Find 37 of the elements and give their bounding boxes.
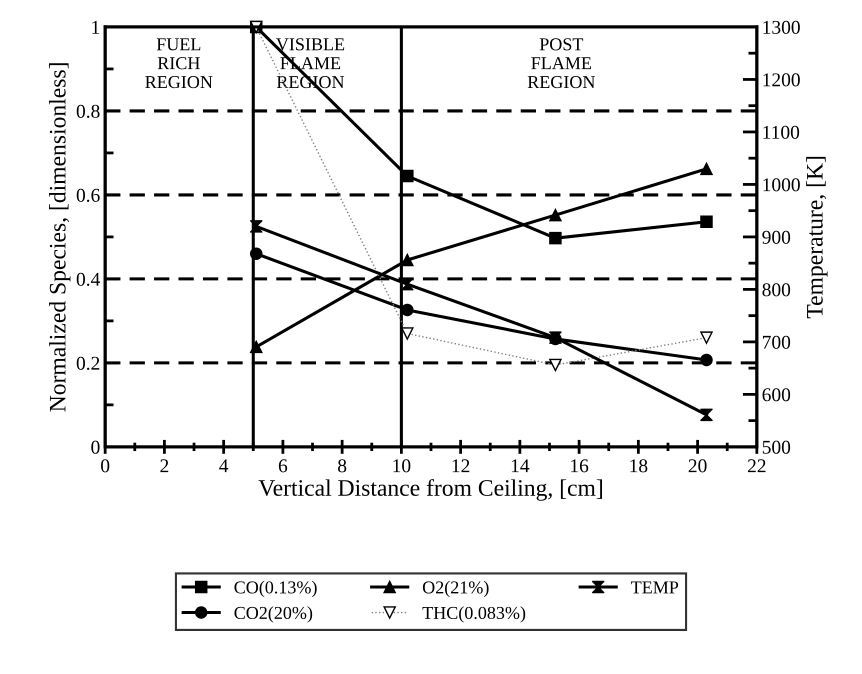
legend-label: THC(0.083%) <box>422 606 526 623</box>
y-tick-label: 0 <box>91 440 100 454</box>
x-tick-label: 20 <box>688 459 707 472</box>
y2-axis-title: Temperature, [K] <box>806 156 828 318</box>
x-axis-title: Vertical Distance from Ceiling, [cm] <box>258 479 602 501</box>
x-tick-label: 2 <box>160 459 168 472</box>
y-tick-label: 0.4 <box>76 272 100 286</box>
y2-tick-label: 600 <box>762 388 790 402</box>
y-tick-label: 0.6 <box>76 188 100 202</box>
legend-label: TEMP <box>631 582 678 594</box>
y2-tick-label: 700 <box>762 336 790 349</box>
annotation: FUEL RICH REGION <box>145 38 212 88</box>
legend-label: CO(0.13%) <box>234 580 317 598</box>
x-tick-label: 8 <box>338 459 346 472</box>
y-tick-label: 0.8 <box>76 104 100 118</box>
y2-tick-label: 900 <box>762 230 790 244</box>
legend-label: CO2(20%) <box>234 606 312 623</box>
annotation: POST FLAME REGION <box>528 38 596 88</box>
legend-label: O2(21%) <box>422 580 489 598</box>
x-tick-label: 18 <box>630 459 648 472</box>
x-tick-label: 14 <box>512 459 530 472</box>
y-axis-title: Normalized Species, [dimensionless] <box>49 63 70 412</box>
x-tick-label: 22 <box>748 459 766 472</box>
y2-tick-label: 1200 <box>763 73 800 86</box>
x-tick-label: 12 <box>452 459 470 472</box>
y2-tick-label: 800 <box>762 283 790 296</box>
y2-tick-label: 1100 <box>763 126 800 139</box>
x-tick-label: 10 <box>393 459 410 472</box>
x-tick-label: 0 <box>101 459 110 472</box>
y2-tick-label: 500 <box>762 440 790 454</box>
x-tick-label: 4 <box>219 459 228 472</box>
x-tick-label: 16 <box>571 459 588 472</box>
y-tick-label: 1 <box>92 20 100 34</box>
x-tick-label: 6 <box>278 459 288 472</box>
y2-tick-label: 1000 <box>763 178 800 192</box>
y-tick-label: 0.2 <box>76 356 100 370</box>
y2-tick-label: 1300 <box>763 20 800 34</box>
